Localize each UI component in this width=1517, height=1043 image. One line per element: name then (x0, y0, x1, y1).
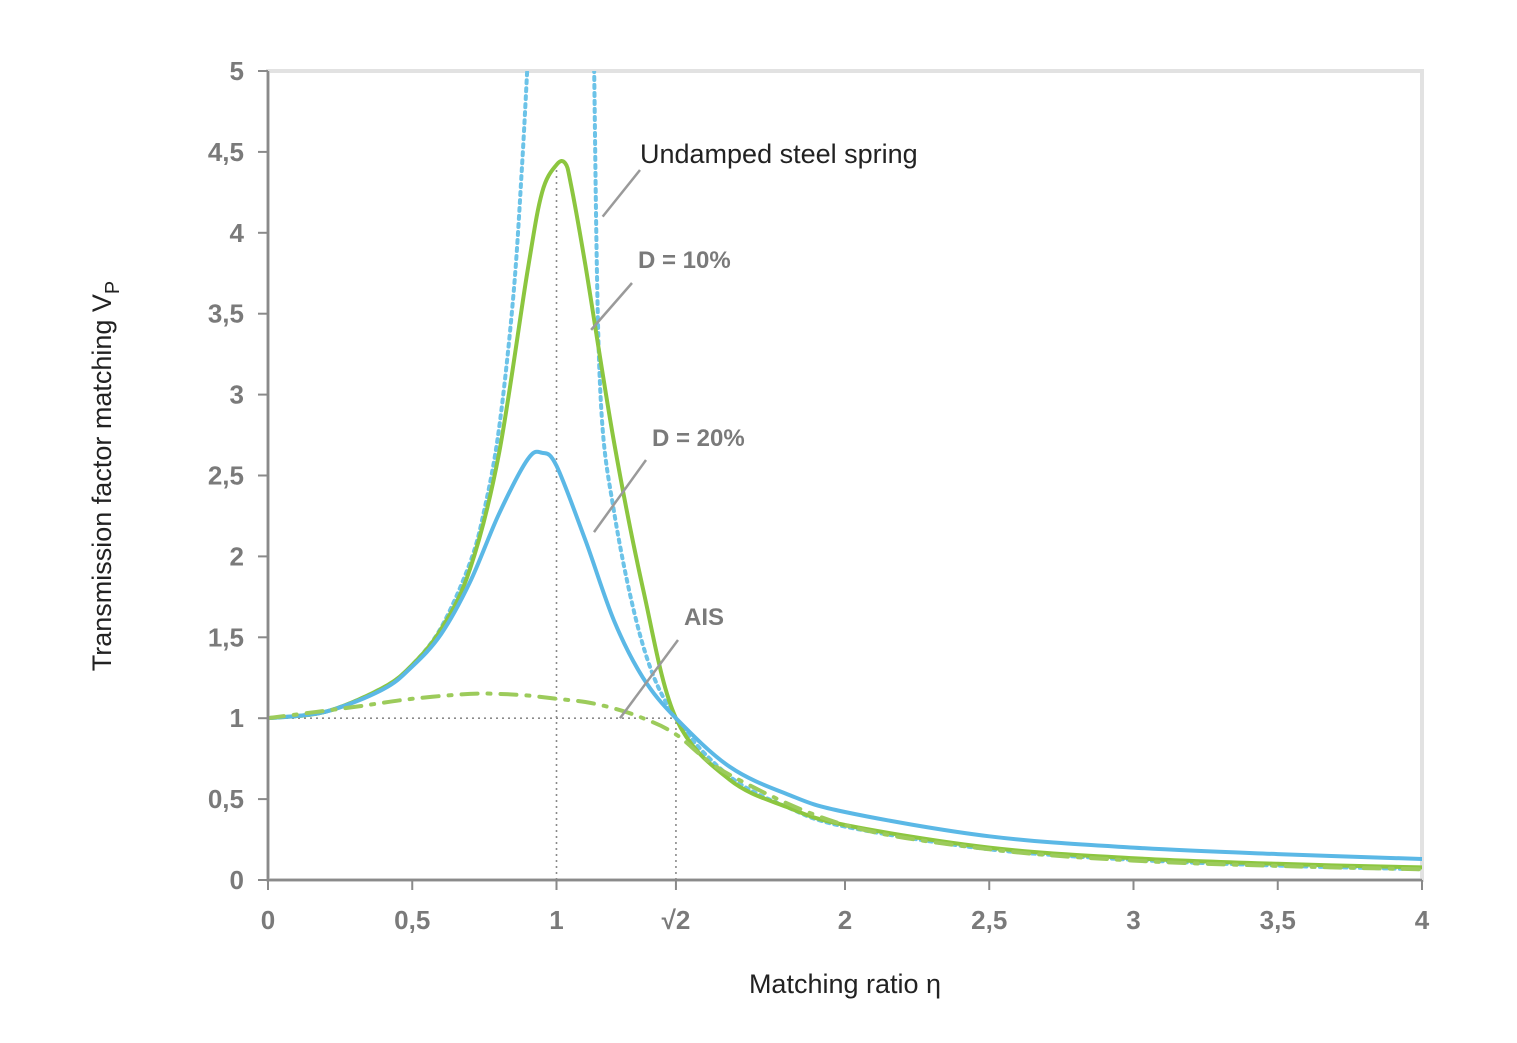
y-tick-label: 1 (230, 703, 244, 733)
y-tick-label: 2,5 (208, 461, 244, 491)
y-tick-label: 1,5 (208, 622, 244, 652)
annotation-leader-undamped-steel-spring (601, 169, 641, 218)
annotation-ais: AIS (684, 604, 724, 631)
series-d-20 (268, 449, 1422, 861)
x-ticks: 0 0,5 1 √2 2 2,5 3 3,5 4 (261, 880, 1430, 935)
y-axis-label-main: Transmission factor matching V (87, 294, 117, 671)
x-tick-label: 1 (549, 905, 563, 935)
plot-area (266, 69, 1424, 882)
y-tick-label: 3 (230, 380, 244, 410)
annotation-d-10: D = 10% (638, 247, 731, 274)
annotation-undamped-steel-spring: Undamped steel spring (640, 139, 918, 169)
y-ticks: 0 0,5 1 1,5 2 2,5 3 3,5 4 4,5 5 (208, 56, 268, 895)
x-tick-label: 3 (1126, 905, 1140, 935)
annotation-leader-ais (618, 639, 680, 719)
series-layer (268, 71, 1422, 872)
x-tick-label: 0 (261, 905, 275, 935)
annotations: Undamped steel spring D = 10% D = 20% AIS (590, 139, 918, 719)
annotation-leader-d-10 (590, 282, 633, 331)
y-tick-label: 4,5 (208, 137, 244, 167)
y-tick-label: 2 (230, 541, 244, 571)
x-tick-label: 3,5 (1260, 905, 1296, 935)
x-tick-label: 4 (1415, 905, 1430, 935)
x-tick-label: 2 (838, 905, 852, 935)
series-ais (268, 691, 1422, 872)
y-tick-label: 0,5 (208, 784, 244, 814)
x-tick-label: √2 (662, 905, 691, 935)
y-axis-label-subscript: P (102, 281, 124, 294)
y-tick-label: 4 (230, 218, 245, 248)
y-tick-label: 5 (230, 56, 244, 86)
y-tick-label: 3,5 (208, 299, 244, 329)
y-tick-label: 0 (230, 865, 244, 895)
y-axis-label: Transmission factor matching VP (87, 281, 124, 671)
reference-lines (268, 163, 677, 880)
x-axis-label: Matching ratio η (749, 969, 941, 999)
annotation-d-20: D = 20% (652, 425, 745, 452)
annotation-leader-d-20 (592, 459, 648, 533)
x-tick-label: 0,5 (394, 905, 430, 935)
x-tick-label: 2,5 (971, 905, 1007, 935)
